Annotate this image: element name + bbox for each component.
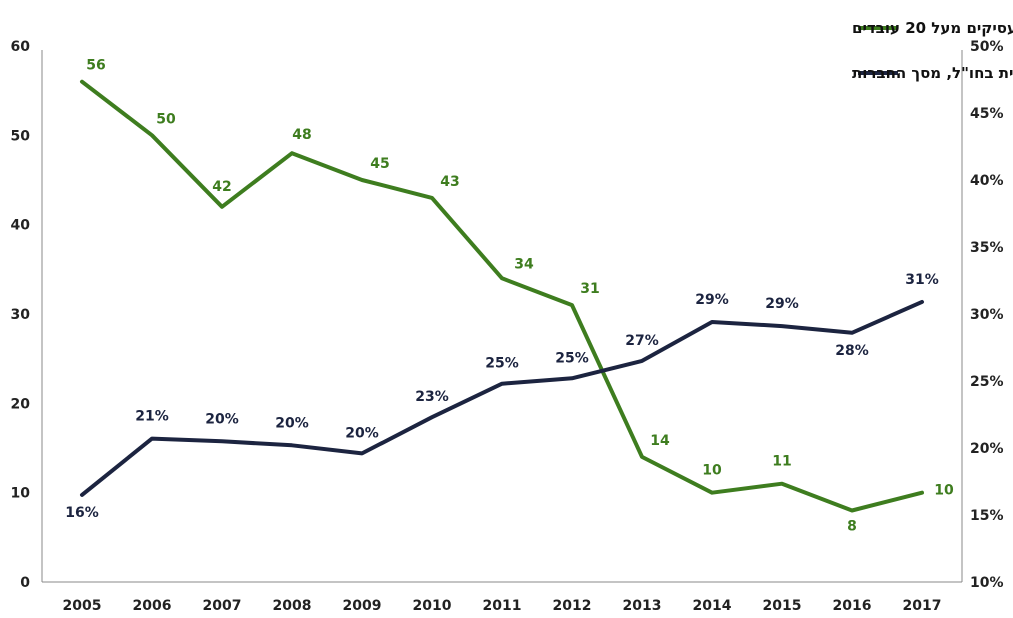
legend-label-navy: שיעור החברות להן פעילות יצרנית בחו"ל, מס… xyxy=(852,64,1013,82)
x-tick-label: 2011 xyxy=(483,598,522,614)
right-tick-label: 10% xyxy=(970,575,1004,591)
navy-data-label: 25% xyxy=(555,350,589,366)
navy-data-label: 20% xyxy=(275,415,309,431)
x-tick-label: 2005 xyxy=(63,598,102,614)
left-tick-label: 60 xyxy=(11,39,31,55)
navy-data-label: 27% xyxy=(625,333,659,349)
left-tick-label: 40 xyxy=(11,218,31,234)
navy-data-label: 29% xyxy=(765,296,799,312)
navy-data-label: 23% xyxy=(415,389,449,405)
green-data-label: 10 xyxy=(702,463,722,479)
series-layer xyxy=(80,79,924,513)
navy-data-label: 16% xyxy=(65,505,99,521)
green-data-label: 50 xyxy=(156,111,176,127)
green-data-label: 14 xyxy=(650,433,670,449)
navy-data-label: 28% xyxy=(835,343,869,359)
x-axis-ticks: 2005 2006 2007 2008 2009 2010 2011 2012 2013 2014… xyxy=(63,598,942,614)
x-tick-label: 2016 xyxy=(833,598,872,614)
x-tick-label: 2010 xyxy=(413,598,452,614)
x-tick-label: 2007 xyxy=(203,598,242,614)
green-series-line xyxy=(80,79,924,513)
data-labels: 56 50 42 48 45 43 34 31 14 10 11 8 10 16% 21% 20% 20% 20%… xyxy=(65,58,954,535)
right-tick-label: 30% xyxy=(970,307,1004,323)
right-tick-label: 35% xyxy=(970,240,1004,256)
legend-label-green: מספר המפעלים החדשים שקמים בתעשייה, המעסי… xyxy=(852,19,1013,37)
x-tick-label: 2017 xyxy=(903,598,942,614)
x-tick-label: 2006 xyxy=(133,598,172,614)
green-data-label: 43 xyxy=(440,174,459,190)
right-tick-label: 15% xyxy=(970,508,1004,524)
legend-entry-navy: שיעור החברות להן פעילות יצרנית בחו"ל, מס… xyxy=(852,64,1013,82)
navy-data-label: 20% xyxy=(345,425,379,441)
right-axis-ticks: 10% 15% 20% 25% 30% 35% 40% 45% 50% xyxy=(970,39,1004,591)
navy-data-label: 29% xyxy=(695,292,729,308)
green-data-label: 31 xyxy=(580,281,599,297)
right-tick-label: 40% xyxy=(970,173,1004,189)
green-data-label: 48 xyxy=(292,127,311,143)
navy-data-label: 25% xyxy=(485,356,519,372)
x-tick-label: 2008 xyxy=(273,598,312,614)
left-tick-label: 20 xyxy=(11,396,31,412)
green-data-label: 56 xyxy=(86,58,105,74)
navy-data-label: 31% xyxy=(905,272,939,288)
left-tick-label: 10 xyxy=(11,486,31,502)
left-tick-label: 30 xyxy=(11,307,31,323)
navy-data-label: 20% xyxy=(205,411,239,427)
navy-series-line xyxy=(80,299,924,497)
x-tick-label: 2009 xyxy=(343,598,382,614)
right-tick-label: 50% xyxy=(970,39,1004,55)
right-tick-label: 25% xyxy=(970,374,1004,390)
green-data-label: 10 xyxy=(934,483,954,499)
green-data-label: 42 xyxy=(212,179,231,195)
right-tick-label: 20% xyxy=(970,441,1004,457)
x-tick-label: 2015 xyxy=(763,598,802,614)
legend: מספר המפעלים החדשים שקמים בתעשייה, המעסי… xyxy=(852,19,1013,82)
green-data-label: 34 xyxy=(514,256,534,272)
right-tick-label: 45% xyxy=(970,106,1004,122)
green-data-label: 8 xyxy=(847,519,857,535)
left-tick-label: 50 xyxy=(11,128,31,144)
navy-data-label: 21% xyxy=(135,409,169,425)
green-data-label: 11 xyxy=(772,454,791,470)
x-tick-label: 2013 xyxy=(623,598,662,614)
green-data-label: 45 xyxy=(370,156,389,172)
left-axis-ticks: 0 10 20 30 40 50 60 xyxy=(11,39,31,591)
x-tick-label: 2012 xyxy=(553,598,592,614)
x-tick-label: 2014 xyxy=(693,598,732,614)
legend-entry-green: מספר המפעלים החדשים שקמים בתעשייה, המעסי… xyxy=(852,19,1013,37)
left-tick-label: 0 xyxy=(20,575,30,591)
